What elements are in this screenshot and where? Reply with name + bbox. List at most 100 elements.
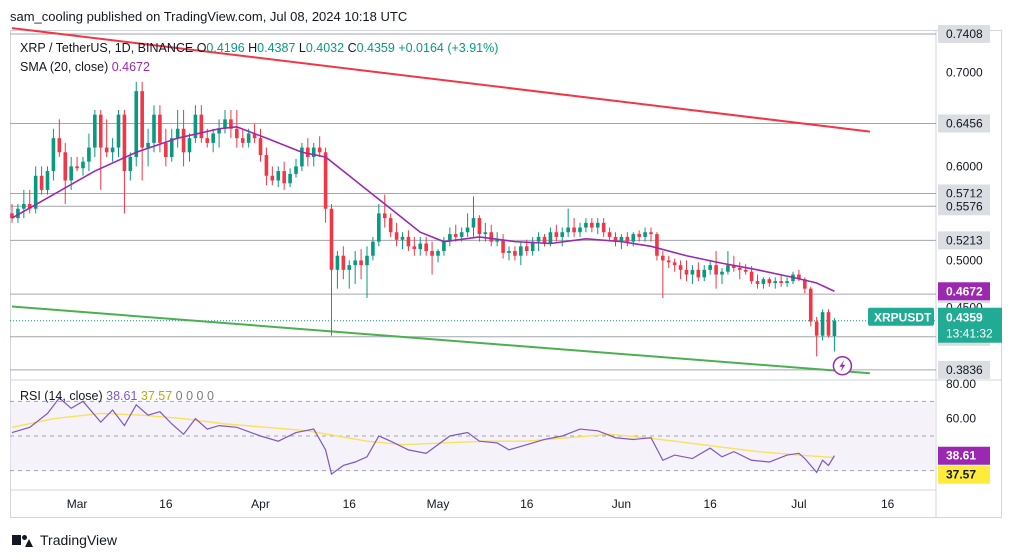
candle-body <box>22 204 26 209</box>
chart-frame <box>10 30 1002 518</box>
candle-body <box>382 213 387 219</box>
candle-body <box>761 279 766 284</box>
candle-body <box>572 227 576 233</box>
candle-body <box>501 239 505 253</box>
candle-body <box>720 271 724 275</box>
candle-body <box>672 262 677 266</box>
candle-body <box>300 147 304 167</box>
candle-body <box>329 208 334 270</box>
candle-body <box>400 236 405 240</box>
candle-body <box>93 114 97 148</box>
candle-body <box>98 114 103 148</box>
candle-body <box>424 243 428 252</box>
candle-body <box>743 269 748 272</box>
candle-body <box>276 171 281 181</box>
candle-body <box>152 114 156 143</box>
tradingview-brand: TradingView <box>40 532 118 548</box>
time-tick: 16 <box>881 497 895 511</box>
time-tick: 16 <box>159 497 173 511</box>
candle-body <box>353 260 357 266</box>
candle-body <box>158 114 162 143</box>
candle-body <box>235 128 239 139</box>
candle-body <box>365 255 369 266</box>
candle-body <box>282 171 286 184</box>
rsi-value-label: 38.61 <box>946 449 976 463</box>
candle-body <box>489 232 494 242</box>
candle-body <box>229 119 233 129</box>
candle-body <box>306 147 310 157</box>
candle-body <box>359 260 363 266</box>
candle-body <box>341 255 346 270</box>
candle-body <box>613 236 618 242</box>
price-axis: 0.70000.60000.50000.45000.74080.64560.57… <box>868 24 1002 484</box>
level-lines <box>10 30 1002 518</box>
candle-body <box>388 218 393 233</box>
candle-body <box>394 232 399 240</box>
sma-legend: SMA (20, close) 0.4672 <box>20 60 150 74</box>
candle-body <box>335 255 340 270</box>
candle-body <box>666 260 671 263</box>
candle-body <box>578 227 582 233</box>
candle-body <box>240 138 245 143</box>
rsi-value-box <box>938 446 990 465</box>
rsi-ma-value-box <box>938 465 990 484</box>
candle-body <box>530 241 535 252</box>
candle-body <box>684 269 689 275</box>
candle-body <box>311 147 316 157</box>
candle-body <box>814 321 819 336</box>
candle-body <box>519 246 523 256</box>
candle-body <box>270 175 275 181</box>
candle-body <box>75 166 79 169</box>
candle-body <box>418 243 423 250</box>
candle-body <box>211 133 215 143</box>
rsi-line <box>11 396 835 476</box>
rsi-legend: RSI (14, close) 38.61 37.57 0 0 0 0 <box>20 389 214 403</box>
lightning-icon <box>839 359 846 372</box>
candle-body <box>595 222 600 228</box>
candle-body <box>164 142 168 157</box>
candle-body <box>264 155 269 176</box>
publisher-header: sam_cooling published on TradingView.com… <box>10 9 408 24</box>
candle-body <box>785 281 789 284</box>
candle-body <box>430 251 434 256</box>
time-tick: 16 <box>703 497 717 511</box>
candle-body <box>146 142 150 148</box>
candle-body <box>542 236 547 244</box>
candle-body <box>661 255 665 261</box>
tradingview-footer[interactable]: TradingView <box>12 532 117 548</box>
sma-label-box <box>938 282 990 301</box>
time-tick: Jun <box>612 497 631 511</box>
candle-body <box>737 267 742 270</box>
candle-body <box>601 222 606 233</box>
price-tick: 0.5000 <box>946 253 983 267</box>
candle-body <box>87 147 91 162</box>
trendline-lower <box>11 305 870 375</box>
rsi-tick: 60.00 <box>946 412 976 426</box>
candle-body <box>767 279 772 284</box>
candle-body <box>678 265 683 270</box>
candle-body <box>288 173 292 184</box>
candle-body <box>371 241 375 256</box>
time-tick: 16 <box>343 497 357 511</box>
candle-body <box>294 166 298 174</box>
candle-body <box>655 234 659 256</box>
candle-body <box>448 234 452 242</box>
candle-body <box>193 114 198 139</box>
sma-line <box>11 126 853 376</box>
candle-body <box>732 265 736 268</box>
candle-body <box>317 147 322 153</box>
time-tick: May <box>427 497 450 511</box>
candle-body <box>169 138 174 157</box>
candle-body <box>554 232 559 237</box>
candle-body <box>69 166 73 181</box>
candle-body <box>412 246 417 250</box>
candle-body <box>566 227 570 233</box>
candle-body <box>726 265 730 272</box>
candle-body <box>773 281 778 284</box>
candle-body <box>39 175 44 190</box>
candle-body <box>631 234 636 242</box>
candle-body <box>749 271 754 282</box>
candle-body <box>27 204 32 209</box>
candle-body <box>205 138 210 143</box>
